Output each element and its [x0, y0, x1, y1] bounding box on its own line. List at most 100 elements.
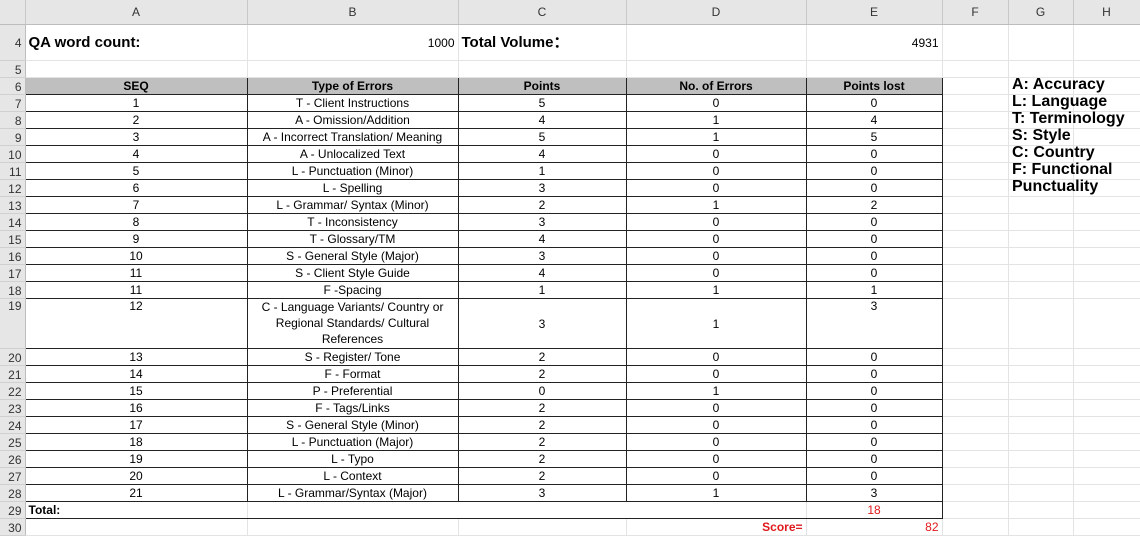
points-lost-cell[interactable]: 0: [805, 179, 943, 197]
errors-count-cell[interactable]: 0: [625, 94, 807, 112]
cell[interactable]: [942, 382, 1009, 400]
points-lost-cell[interactable]: 0: [805, 247, 943, 265]
row-header[interactable]: 10: [0, 145, 26, 163]
cell[interactable]: [1008, 162, 1074, 180]
row-header[interactable]: 26: [0, 450, 26, 468]
column-header-c[interactable]: C: [458, 0, 627, 25]
errors-count-cell[interactable]: 1: [625, 382, 807, 400]
cell[interactable]: [1008, 399, 1074, 417]
errors-count-cell[interactable]: 0: [625, 416, 807, 434]
row-header[interactable]: 27: [0, 467, 26, 485]
column-header-d[interactable]: D: [626, 0, 807, 25]
error-type-cell[interactable]: F -Spacing: [246, 281, 459, 299]
cell[interactable]: [1008, 467, 1074, 485]
errors-count-cell[interactable]: 0: [625, 450, 807, 468]
row-header[interactable]: 16: [0, 247, 26, 265]
row-header[interactable]: 5: [0, 60, 26, 78]
errors-count-cell[interactable]: 1: [625, 111, 807, 129]
cell[interactable]: [942, 196, 1009, 214]
cell[interactable]: [1008, 298, 1074, 349]
error-type-cell[interactable]: S - General Style (Minor): [246, 416, 459, 434]
cell[interactable]: [942, 399, 1009, 417]
seq-cell[interactable]: 21: [24, 484, 248, 502]
row-header[interactable]: 4: [0, 24, 26, 61]
errors-count-cell[interactable]: 0: [625, 230, 807, 248]
seq-cell[interactable]: 13: [24, 348, 248, 366]
points-cell[interactable]: 3: [457, 179, 627, 197]
points-lost-cell[interactable]: 0: [805, 399, 943, 417]
row-header[interactable]: 24: [0, 416, 26, 434]
cell[interactable]: [1073, 365, 1140, 383]
points-cell[interactable]: 2: [457, 365, 627, 383]
error-type-cell[interactable]: A - Incorrect Translation/ Meaning: [246, 128, 459, 146]
error-type-cell[interactable]: P - Preferential: [246, 382, 459, 400]
error-type-cell[interactable]: L - Context: [246, 467, 459, 485]
points-cell[interactable]: 3: [457, 213, 627, 231]
cell[interactable]: [1008, 484, 1074, 502]
row-header[interactable]: 19: [0, 298, 26, 349]
cell[interactable]: [1073, 24, 1140, 61]
points-lost-cell[interactable]: 3: [805, 484, 943, 502]
points-lost-cell[interactable]: 0: [805, 264, 943, 282]
row-header[interactable]: 28: [0, 484, 26, 502]
cell[interactable]: [1008, 433, 1074, 451]
cell[interactable]: [942, 247, 1009, 265]
error-type-cell[interactable]: L - Punctuation (Major): [246, 433, 459, 451]
points-cell[interactable]: 2: [457, 450, 627, 468]
header-no-of-errors[interactable]: No. of Errors: [625, 77, 807, 95]
cell[interactable]: [1008, 128, 1074, 146]
seq-cell[interactable]: 1: [24, 94, 248, 112]
error-type-cell[interactable]: L - Typo: [246, 450, 459, 468]
points-lost-cell[interactable]: 0: [805, 94, 943, 112]
cell[interactable]: [1008, 247, 1074, 265]
cell[interactable]: [1008, 450, 1074, 468]
cell[interactable]: [1073, 196, 1140, 214]
points-cell[interactable]: 5: [457, 94, 627, 112]
seq-cell[interactable]: 9: [24, 230, 248, 248]
points-lost-cell[interactable]: 0: [805, 467, 943, 485]
errors-count-cell[interactable]: 1: [625, 298, 807, 349]
points-cell[interactable]: 5: [457, 128, 627, 146]
seq-cell[interactable]: 12: [24, 298, 248, 349]
error-type-cell[interactable]: C - Language Variants/ Country or Region…: [246, 298, 459, 349]
row-header[interactable]: 11: [0, 162, 26, 180]
column-header-e[interactable]: E: [806, 0, 943, 25]
seq-cell[interactable]: 6: [24, 179, 248, 197]
cell[interactable]: [942, 179, 1009, 197]
cell[interactable]: [942, 365, 1009, 383]
error-type-cell[interactable]: T - Client Instructions: [246, 94, 459, 112]
cell[interactable]: [1073, 264, 1140, 282]
row-header[interactable]: 18: [0, 281, 26, 299]
header-seq[interactable]: SEQ: [24, 77, 248, 95]
points-lost-cell[interactable]: 4: [805, 111, 943, 129]
points-cell[interactable]: 2: [457, 196, 627, 214]
cell[interactable]: [942, 467, 1009, 485]
points-lost-cell[interactable]: 0: [805, 450, 943, 468]
seq-cell[interactable]: 11: [24, 281, 248, 299]
errors-count-cell[interactable]: 0: [625, 213, 807, 231]
points-cell[interactable]: 0: [457, 382, 627, 400]
row-header[interactable]: 8: [0, 111, 26, 129]
points-cell[interactable]: 2: [457, 433, 627, 451]
seq-cell[interactable]: 8: [24, 213, 248, 231]
cell[interactable]: [942, 111, 1009, 129]
cell[interactable]: [1008, 179, 1074, 197]
error-type-cell[interactable]: A - Omission/Addition: [246, 111, 459, 129]
total-points-lost[interactable]: 18: [805, 501, 943, 519]
seq-cell[interactable]: 11: [24, 264, 248, 282]
seq-cell[interactable]: 20: [24, 467, 248, 485]
row-header[interactable]: 23: [0, 399, 26, 417]
row-header[interactable]: 29: [0, 501, 26, 519]
points-cell[interactable]: 2: [457, 416, 627, 434]
errors-count-cell[interactable]: 0: [625, 264, 807, 282]
points-cell[interactable]: 3: [457, 247, 627, 265]
points-lost-cell[interactable]: 5: [805, 128, 943, 146]
errors-count-cell[interactable]: 1: [625, 128, 807, 146]
cell[interactable]: [942, 264, 1009, 282]
cell[interactable]: [1008, 365, 1074, 383]
cell[interactable]: [1073, 382, 1140, 400]
errors-count-cell[interactable]: 0: [625, 399, 807, 417]
errors-count-cell[interactable]: 1: [625, 281, 807, 299]
cell[interactable]: [942, 450, 1009, 468]
error-type-cell[interactable]: F - Tags/Links: [246, 399, 459, 417]
